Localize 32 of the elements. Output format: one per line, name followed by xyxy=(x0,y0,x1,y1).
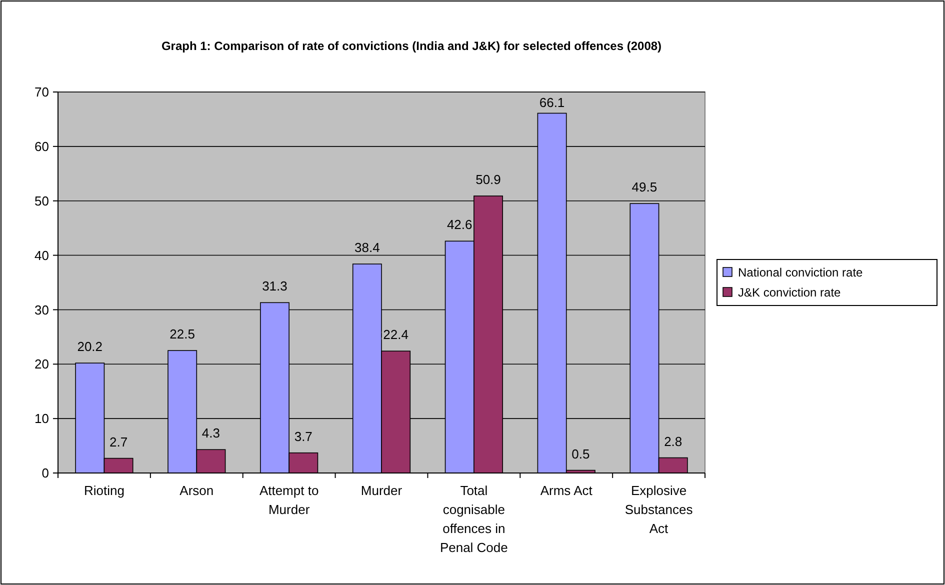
data-label: 4.3 xyxy=(202,426,220,441)
x-tick-label: Total cognisable offences in Penal Code xyxy=(440,483,508,555)
y-tick-label: 60 xyxy=(34,138,49,154)
data-label: 38.4 xyxy=(354,240,380,255)
data-label: 31.3 xyxy=(262,278,288,294)
data-label: 2.7 xyxy=(110,434,128,450)
y-tick-label: 30 xyxy=(34,302,49,318)
y-tick-label: 10 xyxy=(34,411,49,426)
y-tick-label: 40 xyxy=(34,248,49,263)
data-label: 0.5 xyxy=(572,446,590,462)
x-tick-label: Arms Act xyxy=(540,483,593,498)
data-label: 3.7 xyxy=(294,428,312,444)
data-label: 2.8 xyxy=(664,434,682,449)
x-tick-label: Explosive Substances Act xyxy=(624,483,694,536)
chart-title: Graph 1: Comparison of rate of convictions (India and J&K) for selected offences (2008) xyxy=(161,39,662,53)
data-label: 50.9 xyxy=(476,172,501,187)
y-tick-label: 0 xyxy=(42,466,49,481)
x-tick-label: Murder xyxy=(360,483,403,498)
data-label: 49.5 xyxy=(632,180,658,195)
legend-label: National conviction rate xyxy=(738,266,864,280)
x-tick-label: Rioting xyxy=(84,483,124,498)
y-tick-label: 50 xyxy=(34,193,49,208)
data-label: 22.4 xyxy=(383,327,408,342)
y-tick-label: 70 xyxy=(34,84,49,100)
x-tick-label: Arson xyxy=(180,483,214,498)
y-tick-label: 20 xyxy=(34,356,49,372)
data-label: 20.2 xyxy=(77,339,103,354)
x-tick-label: Attempt to Murder xyxy=(259,483,319,517)
data-label: 22.5 xyxy=(170,326,195,342)
data-label: 66.1 xyxy=(539,95,565,110)
legend-label: J&K conviction rate xyxy=(738,286,842,300)
data-label: 42.6 xyxy=(446,217,472,232)
